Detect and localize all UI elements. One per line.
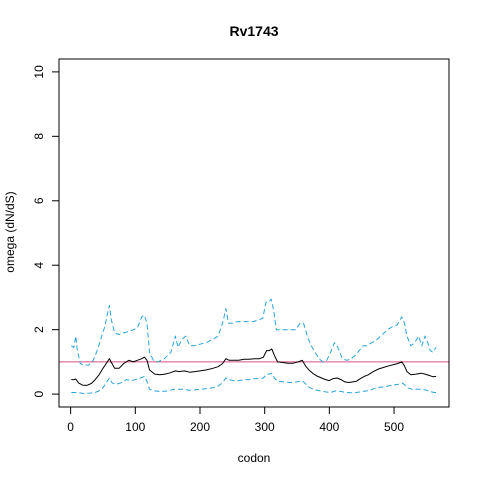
y-tick-label: 8 <box>32 133 46 140</box>
series-estimate-line <box>71 348 437 386</box>
y-axis-label: omega (dN/dS) <box>3 191 17 272</box>
chart-title: Rv1743 <box>229 23 278 39</box>
x-tick-label: 200 <box>190 420 210 434</box>
y-tick-label: 2 <box>32 326 46 333</box>
y-tick-label: 0 <box>32 390 46 397</box>
plot-series <box>59 298 449 394</box>
x-axis-label: codon <box>238 451 271 465</box>
y-tick-label: 10 <box>32 65 46 79</box>
x-tick-label: 100 <box>125 420 145 434</box>
x-tick-label: 400 <box>319 420 339 434</box>
x-tick-label: 500 <box>384 420 404 434</box>
y-tick-label: 4 <box>32 262 46 269</box>
x-tick-label: 0 <box>67 420 74 434</box>
x-tick-label: 300 <box>255 420 275 434</box>
series-upper-line <box>71 298 437 366</box>
axis-ticks: 0 100 200 300 400 500 0 2 4 6 8 10 <box>32 65 404 434</box>
plot-frame <box>58 58 450 408</box>
y-tick-label: 6 <box>32 197 46 204</box>
series-lower-line <box>71 372 437 394</box>
